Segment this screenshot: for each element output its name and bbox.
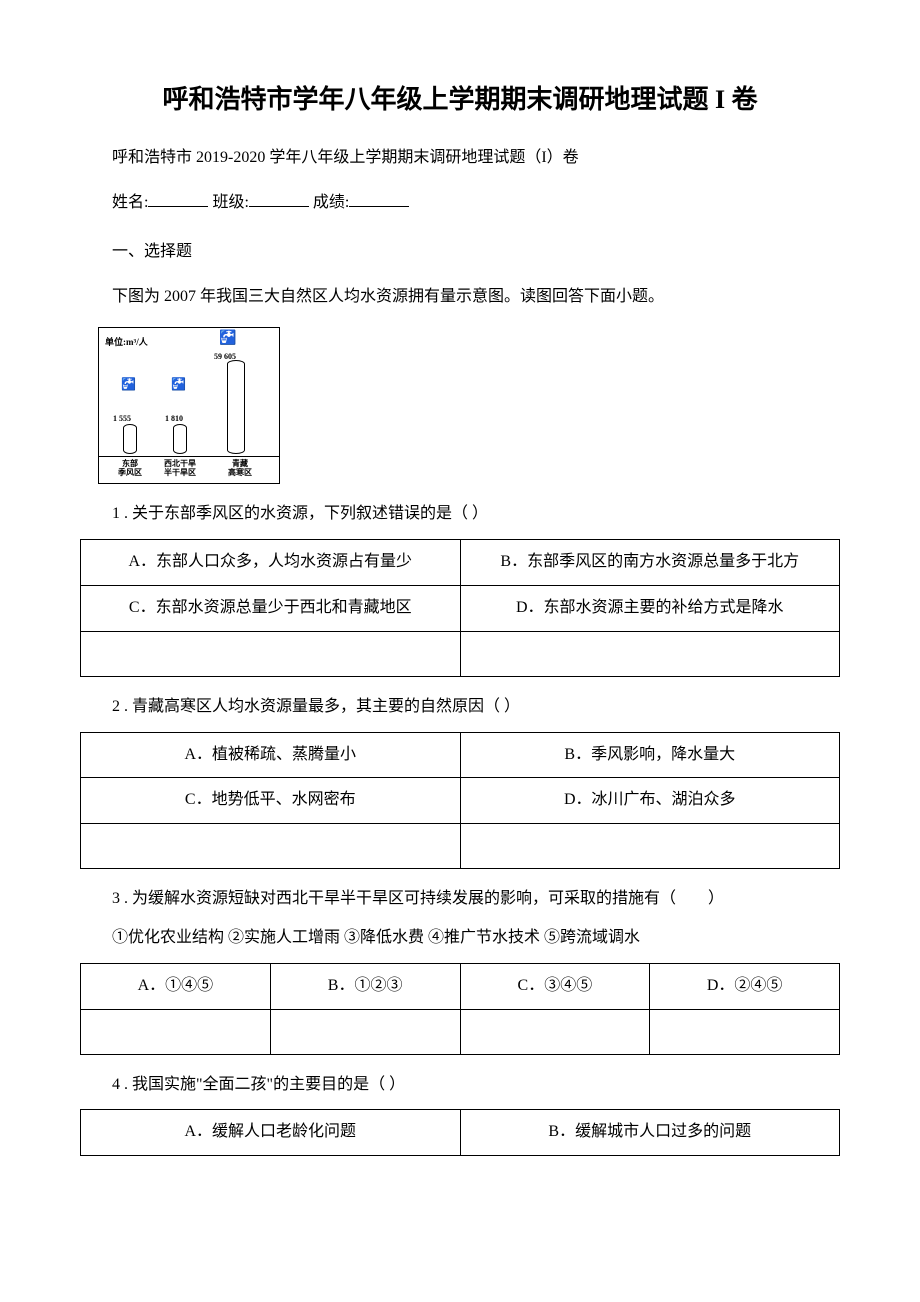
water-resource-chart: 单位:m³/人 🚰 59 605 🚰 🚰 1 555 1 810 东部 季风区 …: [98, 327, 280, 484]
q3-optB: B．①②③: [270, 963, 460, 1009]
subtitle: 呼和浩特市 2019-2020 学年八年级上学期期末调研地理试题（I）卷: [80, 144, 840, 173]
empty-cell: [460, 631, 840, 676]
q4-optB: B．缓解城市人口过多的问题: [460, 1110, 840, 1156]
class-label: 班级:: [212, 194, 248, 211]
q1-optC: C．东部水资源总量少于西北和青藏地区: [81, 585, 461, 631]
score-blank: [349, 190, 409, 207]
q3-optD: D．②④⑤: [650, 963, 840, 1009]
intro-paragraph: 下图为 2007 年我国三大自然区人均水资源拥有量示意图。读图回答下面小题。: [80, 283, 840, 312]
q1-optB: B．东部季风区的南方水资源总量多于北方: [460, 540, 840, 586]
page-title: 呼和浩特市学年八年级上学期期末调研地理试题 I 卷: [80, 77, 840, 124]
cylinder-1: [123, 424, 137, 454]
section-heading: 一、选择题: [80, 238, 840, 267]
q2-stem: 2 . 青藏高寒区人均水资源量最多，其主要的自然原因（ ）: [80, 693, 840, 722]
q3-options-table: A．①④⑤ B．①②③ C．③④⑤ D．②④⑤: [80, 963, 840, 1055]
empty-cell: [650, 1009, 840, 1054]
q2-optA: A．植被稀疏、蒸腾量小: [81, 732, 461, 778]
q1-stem: 1 . 关于东部季风区的水资源，下列叙述错误的是（ ）: [80, 500, 840, 529]
tap-icon: 🚰: [219, 332, 236, 346]
region-label-3: 青藏 高寒区: [219, 460, 261, 478]
region-label-1: 东部 季风区: [109, 460, 151, 478]
form-line: 姓名: 班级: 成绩:: [80, 189, 840, 218]
q1-optD: D．东部水资源主要的补给方式是降水: [460, 585, 840, 631]
empty-cell: [81, 1009, 271, 1054]
name-blank: [148, 190, 208, 207]
empty-cell: [460, 824, 840, 869]
q1-options-table: A．东部人口众多，人均水资源占有量少 B．东部季风区的南方水资源总量多于北方 C…: [80, 539, 840, 677]
q2-optB: B．季风影响，降水量大: [460, 732, 840, 778]
q3-optA: A．①④⑤: [81, 963, 271, 1009]
class-blank: [249, 190, 309, 207]
q3-stem: 3 . 为缓解水资源短缺对西北干旱半干旱区可持续发展的影响，可采取的措施有（ ）: [80, 885, 840, 914]
empty-cell: [460, 1009, 650, 1054]
q2-options-table: A．植被稀疏、蒸腾量小 B．季风影响，降水量大 C．地势低平、水网密布 D．冰川…: [80, 732, 840, 870]
tap-icon: 🚰: [121, 378, 136, 390]
chart-divider: [99, 456, 279, 457]
q4-stem: 4 . 我国实施"全面二孩"的主要目的是（ ）: [80, 1071, 840, 1100]
name-label: 姓名:: [112, 194, 148, 211]
empty-cell: [81, 824, 461, 869]
q4-optA: A．缓解人口老龄化问题: [81, 1110, 461, 1156]
chart-unit-label: 单位:m³/人: [105, 334, 148, 350]
region-label-2: 西北干旱 半干旱区: [155, 460, 205, 478]
q1-optA: A．东部人口众多，人均水资源占有量少: [81, 540, 461, 586]
cylinder-3: [227, 360, 245, 454]
score-label: 成绩:: [313, 194, 349, 211]
q3-statements: ①优化农业结构 ②实施人工增雨 ③降低水费 ④推广节水技术 ⑤跨流域调水: [80, 924, 840, 953]
tap-icon: 🚰: [171, 378, 186, 390]
q2-optD: D．冰川广布、湖泊众多: [460, 778, 840, 824]
empty-cell: [270, 1009, 460, 1054]
q3-optC: C．③④⑤: [460, 963, 650, 1009]
q2-optC: C．地势低平、水网密布: [81, 778, 461, 824]
empty-cell: [81, 631, 461, 676]
cylinder-2: [173, 424, 187, 454]
q4-options-table: A．缓解人口老龄化问题 B．缓解城市人口过多的问题: [80, 1109, 840, 1156]
